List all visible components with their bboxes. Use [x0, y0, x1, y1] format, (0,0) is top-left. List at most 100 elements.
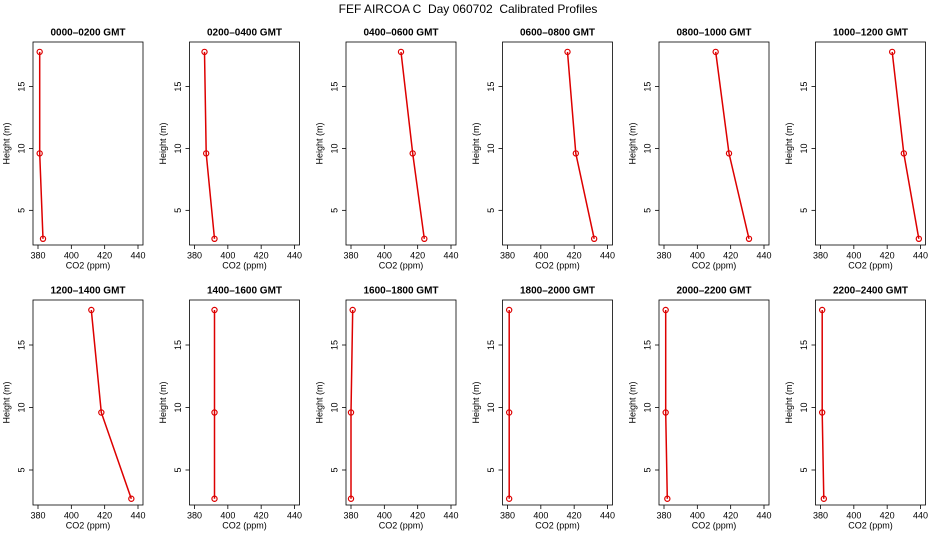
y-tick-label: 10 [173, 402, 183, 412]
y-tick-label: 10 [642, 143, 652, 153]
profile-line [891, 51, 920, 239]
x-axis-label: CO2 (ppm) [535, 260, 580, 270]
x-tick-label: 400 [64, 510, 79, 520]
x-tick-label: 400 [377, 510, 392, 520]
profile-line [203, 51, 216, 239]
data-point [211, 409, 218, 416]
plot-frame [502, 41, 613, 246]
y-tick-label: 10 [16, 143, 26, 153]
x-tick-label: 400 [533, 250, 548, 260]
x-tick-label: 380 [656, 250, 671, 260]
x-tick-label: 420 [723, 250, 738, 260]
panel-title: 0600–0800 GMT [520, 28, 595, 39]
y-tick-label: 5 [799, 208, 809, 213]
data-point [211, 235, 218, 243]
panel-title: 2200–2400 GMT [833, 286, 908, 297]
y-tick-label: 5 [486, 208, 496, 213]
y-tick-label: 5 [642, 208, 652, 213]
x-tick-label: 400 [690, 510, 705, 520]
y-axis-label: Height (m) [1, 122, 11, 164]
data-point [888, 48, 896, 56]
plot-frame [658, 299, 770, 506]
y-tick-label: 15 [329, 340, 339, 350]
plot-frame [189, 41, 300, 246]
panel-title: 1200–1400 GMT [50, 286, 125, 297]
x-tick-label: 420 [97, 250, 112, 260]
x-tick-label: 420 [880, 250, 895, 260]
data-point [664, 495, 671, 502]
x-tick-label: 420 [567, 250, 582, 260]
data-point [505, 495, 513, 502]
y-tick-label: 5 [486, 467, 496, 472]
data-point [590, 235, 598, 243]
profile-line [664, 310, 669, 499]
x-tick-label: 400 [377, 250, 392, 260]
y-tick-label: 5 [799, 467, 809, 472]
x-tick-label: 380 [343, 250, 358, 260]
data-point [818, 409, 826, 416]
x-tick-label: 380 [500, 250, 515, 260]
y-tick-label: 15 [642, 82, 652, 92]
y-tick-label: 10 [642, 402, 652, 412]
data-point [745, 235, 753, 243]
x-tick-label: 440 [287, 250, 302, 260]
x-tick-label: 400 [690, 250, 705, 260]
data-point [36, 150, 43, 157]
x-tick-label: 420 [254, 250, 269, 260]
y-tick-label: 15 [173, 82, 183, 92]
x-axis-label: CO2 (ppm) [379, 260, 424, 270]
x-axis-label: CO2 (ppm) [848, 520, 893, 530]
x-tick-label: 420 [880, 510, 895, 520]
data-point [349, 306, 356, 314]
y-axis-label: Height (m) [1, 381, 11, 423]
data-point [39, 235, 47, 243]
x-tick-label: 400 [533, 510, 548, 520]
y-tick-label: 15 [329, 82, 339, 92]
plot-frame [32, 299, 144, 506]
data-point [572, 150, 580, 157]
x-tick-label: 420 [723, 510, 738, 520]
x-tick-label: 380 [656, 510, 671, 520]
y-axis-label: Height (m) [471, 122, 481, 164]
profile-line [38, 51, 44, 239]
x-tick-label: 440 [443, 510, 458, 520]
x-tick-label: 380 [30, 510, 45, 520]
y-tick-label: 10 [329, 402, 339, 412]
y-tick-label: 15 [173, 340, 183, 350]
y-tick-label: 5 [173, 467, 183, 472]
plot-frame [502, 299, 613, 506]
x-tick-label: 380 [343, 510, 358, 520]
x-tick-label: 380 [813, 250, 828, 260]
y-axis-label: Height (m) [158, 122, 168, 164]
x-tick-label: 380 [813, 510, 828, 520]
y-axis-label: Height (m) [627, 122, 637, 164]
profile-line [350, 309, 354, 499]
y-tick-label: 15 [16, 340, 26, 350]
x-tick-label: 440 [130, 510, 145, 520]
x-tick-label: 440 [756, 510, 771, 520]
data-point [409, 150, 416, 157]
y-tick-label: 15 [486, 340, 496, 350]
data-point [88, 306, 95, 314]
data-point [564, 48, 571, 56]
data-point [818, 306, 826, 314]
x-tick-label: 380 [187, 250, 202, 260]
y-tick-label: 10 [329, 143, 339, 153]
y-tick-label: 15 [642, 340, 652, 350]
y-tick-label: 10 [173, 143, 183, 153]
plot-frame [658, 41, 770, 246]
data-point [347, 495, 355, 502]
x-tick-label: 380 [187, 510, 202, 520]
y-tick-label: 10 [486, 402, 496, 412]
x-tick-label: 420 [254, 510, 269, 520]
y-axis-label: Height (m) [627, 381, 637, 423]
data-point [202, 150, 210, 157]
data-point [505, 306, 513, 314]
y-tick-label: 15 [16, 82, 26, 92]
y-tick-label: 10 [486, 143, 496, 153]
chart-title: FEF AIRCOA C Day 060702 Calibrated Profi… [339, 2, 598, 16]
y-tick-label: 10 [16, 402, 26, 412]
